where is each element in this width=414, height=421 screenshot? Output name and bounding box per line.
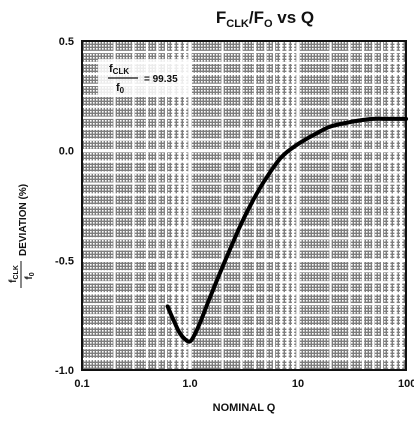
title-main: F <box>216 8 226 27</box>
grid-minor <box>82 41 406 370</box>
plot-frame <box>81 40 407 371</box>
title-sub1: CLK <box>226 18 249 30</box>
annotation-numerator: fCLK <box>109 63 129 76</box>
annotation: fCLK f0 = 99.35 <box>98 59 192 97</box>
y-label-frac-den: f0 <box>24 272 36 279</box>
y-axis-label: fCLK f0 DEVIATION (%) <box>8 184 36 288</box>
y-tick-label: -1.0 <box>55 365 74 377</box>
x-axis-label: NOMINAL Q <box>213 402 276 414</box>
x-tick-labels: 0.1 1.0 10 100 <box>74 378 414 390</box>
annotation-denominator: f0 <box>116 82 125 95</box>
y-tick-labels: 0.5 0.0 -0.5 -1.0 <box>55 36 74 377</box>
chart-title: FCLK/FO vs Q <box>216 8 314 30</box>
y-tick-label: 0.0 <box>59 146 74 158</box>
x-tick-label: 10 <box>292 378 304 390</box>
title-tail: vs Q <box>273 8 315 27</box>
annotation-value: = 99.35 <box>144 74 178 85</box>
title-mid: /F <box>249 8 264 27</box>
y-tick-label: -0.5 <box>55 255 74 267</box>
x-tick-label: 100 <box>398 378 414 390</box>
series-line <box>165 116 408 344</box>
y-label-text: DEVIATION (%) <box>18 184 29 256</box>
y-tick-label: 0.5 <box>59 36 74 48</box>
title-sub2: O <box>264 18 273 30</box>
y-label-frac-num: fCLK <box>8 265 20 283</box>
x-tick-label: 0.1 <box>74 378 89 390</box>
x-tick-label: 1.0 <box>182 378 197 390</box>
